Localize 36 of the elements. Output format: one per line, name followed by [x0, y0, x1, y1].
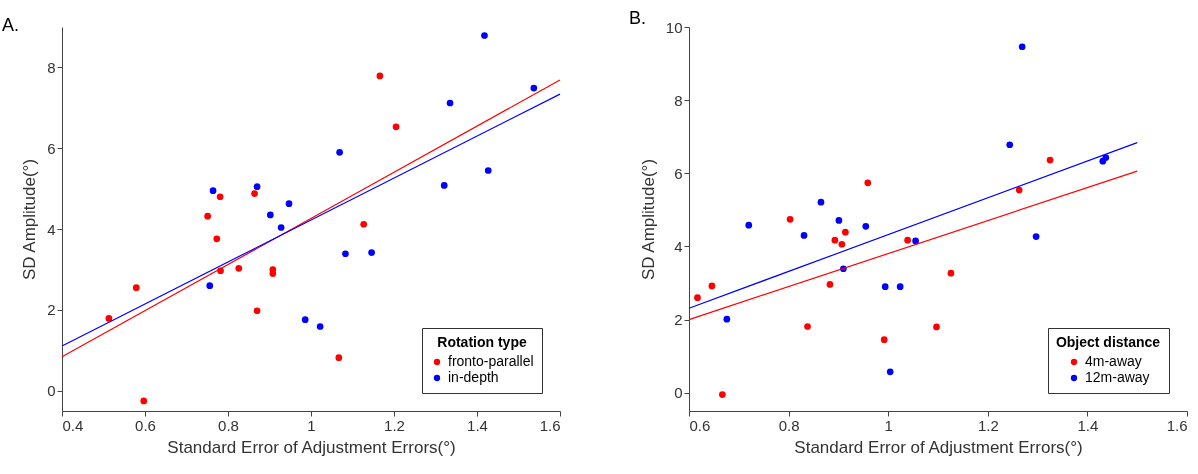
y-axis-title: SD Amplitude(°)	[638, 158, 658, 281]
x-axis-title: Standard Error of Adjustment Errors(°)	[167, 437, 456, 457]
y-tick-label: 4	[674, 237, 683, 255]
y-tick-label: 6	[674, 164, 683, 182]
x-tick-label: 1	[307, 416, 316, 434]
x-tick-label: 1.6	[539, 416, 561, 434]
legend-label: in-depth	[448, 369, 499, 385]
x-tick-label: 0.6	[689, 416, 711, 434]
y-tick-label: 8	[674, 91, 683, 109]
chart-title: B.	[629, 8, 647, 28]
x-tick-label: 0.8	[218, 416, 239, 434]
x-axis-title: Standard Error of Adjustment Errors(°)	[794, 437, 1083, 457]
y-tick-label: 0	[47, 382, 56, 400]
y-tick-label: 6	[47, 139, 56, 157]
y-tick-label: 4	[47, 220, 56, 238]
x-tick-label: 1.2	[977, 416, 999, 434]
chart-title: A.	[2, 15, 20, 35]
x-tick-label: 0.6	[135, 416, 156, 434]
y-tick-label: 0	[674, 384, 683, 402]
y-tick-label: 8	[47, 58, 56, 76]
x-tick-label: 0.8	[778, 416, 800, 434]
x-tick-label: 1.2	[384, 416, 405, 434]
legend-label: 12m-away	[1085, 369, 1150, 385]
y-axis-title: SD Amplitude(°)	[20, 158, 40, 281]
legend-label: fronto-parallel	[448, 353, 534, 369]
legend-label: 4m-away	[1085, 353, 1142, 369]
x-tick-label: 1.4	[1077, 416, 1099, 434]
legend-title: Rotation type	[437, 334, 527, 350]
y-tick-label: 10	[665, 18, 683, 36]
x-tick-label: 1.6	[1166, 416, 1188, 434]
y-tick-label: 2	[674, 311, 683, 329]
x-tick-label: 1.4	[467, 416, 488, 434]
x-tick-label: 1	[884, 416, 893, 434]
x-tick-label: 0.4	[62, 416, 84, 434]
legend-title: Object distance	[1055, 334, 1161, 350]
y-tick-label: 2	[47, 301, 56, 319]
